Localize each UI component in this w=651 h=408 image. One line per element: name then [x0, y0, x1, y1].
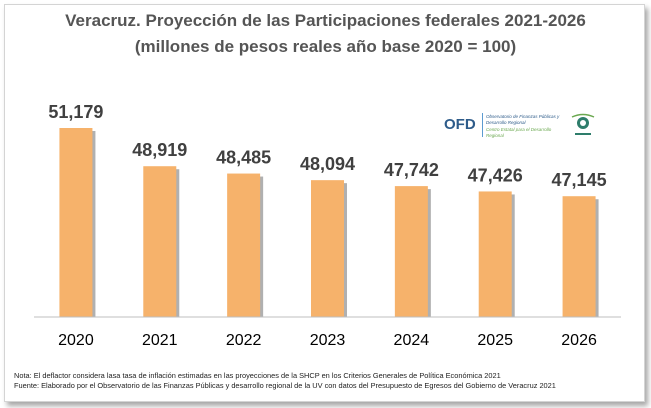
logo-acronym: OFD: [444, 116, 476, 133]
x-tick-2026: 2026: [561, 332, 597, 349]
x-tick-2023: 2023: [310, 332, 346, 349]
value-label-2026: 47,145: [552, 170, 607, 190]
value-label-2025: 47,426: [468, 165, 523, 185]
logo-divider: [482, 113, 483, 137]
source-text: Fuente: Elaborado por el Observatorio de…: [14, 381, 556, 390]
logo-subtitle: Centro Estatal para el Desarrollo Region…: [486, 127, 552, 138]
x-tick-2025: 2025: [477, 332, 513, 349]
bar-2025: [478, 191, 512, 317]
x-tick-2022: 2022: [226, 332, 262, 349]
x-tick-2024: 2024: [394, 332, 430, 349]
logo-text: Observatorio de Finanzas Públicas y Desa…: [486, 114, 564, 138]
logo-name-line1: Observatorio de Finanzas Públicas y: [486, 114, 560, 119]
emblem-icon: [571, 113, 595, 135]
chart-notes: Nota: El deflactor considera lasa tasa d…: [14, 371, 644, 391]
chart-subtitle: (millones de pesos reales año base 2020 …: [134, 37, 517, 56]
value-label-2021: 48,919: [132, 140, 187, 160]
bar-2023: [311, 180, 344, 317]
bar-2024: [394, 186, 428, 317]
x-tick-2021: 2021: [142, 332, 178, 349]
bar-2022: [227, 173, 261, 317]
x-tick-2020: 2020: [58, 332, 94, 349]
ofd-logo: OFD Observatorio de Finanzas Públicas y …: [444, 111, 604, 139]
value-label-2020: 51,179: [48, 102, 103, 122]
logo-name-line2: Desarrollo Regional: [486, 119, 526, 125]
bar-2026: [562, 196, 596, 317]
value-label-2024: 47,742: [384, 160, 439, 180]
value-label-2022: 48,485: [216, 148, 271, 168]
bar-2021: [143, 166, 177, 317]
note-text: Nota: El deflactor considera lasa tasa d…: [14, 371, 501, 380]
bar-2020: [59, 128, 93, 317]
chart-title: Veracruz. Proyección de las Participacio…: [65, 11, 586, 30]
value-label-2023: 48,094: [300, 154, 355, 174]
